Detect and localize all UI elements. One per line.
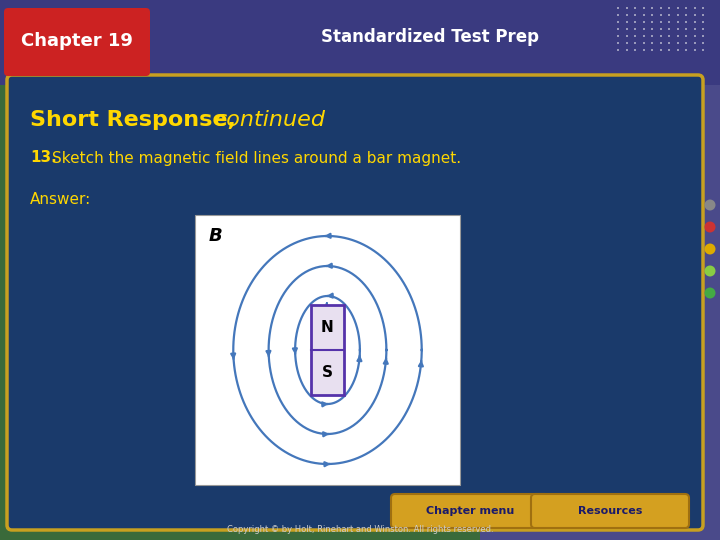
Text: continued: continued	[215, 110, 326, 130]
Text: Resources: Resources	[578, 506, 642, 516]
Bar	[195, 215, 460, 485]
Text: B: B	[209, 227, 222, 245]
Text: S: S	[322, 365, 333, 380]
FancyBboxPatch shape	[531, 494, 689, 528]
Circle shape	[704, 287, 716, 299]
Circle shape	[704, 244, 716, 254]
Text: Copyright © by Holt, Rinehart and Winston. All rights reserved.: Copyright © by Holt, Rinehart and Winsto…	[227, 525, 493, 534]
Text: Chapter menu: Chapter menu	[426, 506, 514, 516]
Text: Standardized Test Prep: Standardized Test Prep	[321, 28, 539, 46]
Text: 13.: 13.	[30, 151, 57, 165]
Text: N: N	[321, 320, 334, 335]
Text: Sketch the magnetic field lines around a bar magnet.: Sketch the magnetic field lines around a…	[52, 151, 461, 165]
Circle shape	[704, 266, 716, 276]
Text: Short Response,: Short Response,	[30, 110, 243, 130]
Circle shape	[704, 199, 716, 211]
Bar	[480, 0, 720, 540]
Text: Chapter 19: Chapter 19	[21, 32, 133, 50]
Text: Answer:: Answer:	[30, 192, 91, 207]
FancyBboxPatch shape	[391, 494, 549, 528]
FancyBboxPatch shape	[4, 8, 150, 76]
Circle shape	[704, 221, 716, 233]
FancyBboxPatch shape	[7, 75, 703, 530]
Bar	[0, 0, 720, 85]
Bar	[311, 305, 343, 395]
